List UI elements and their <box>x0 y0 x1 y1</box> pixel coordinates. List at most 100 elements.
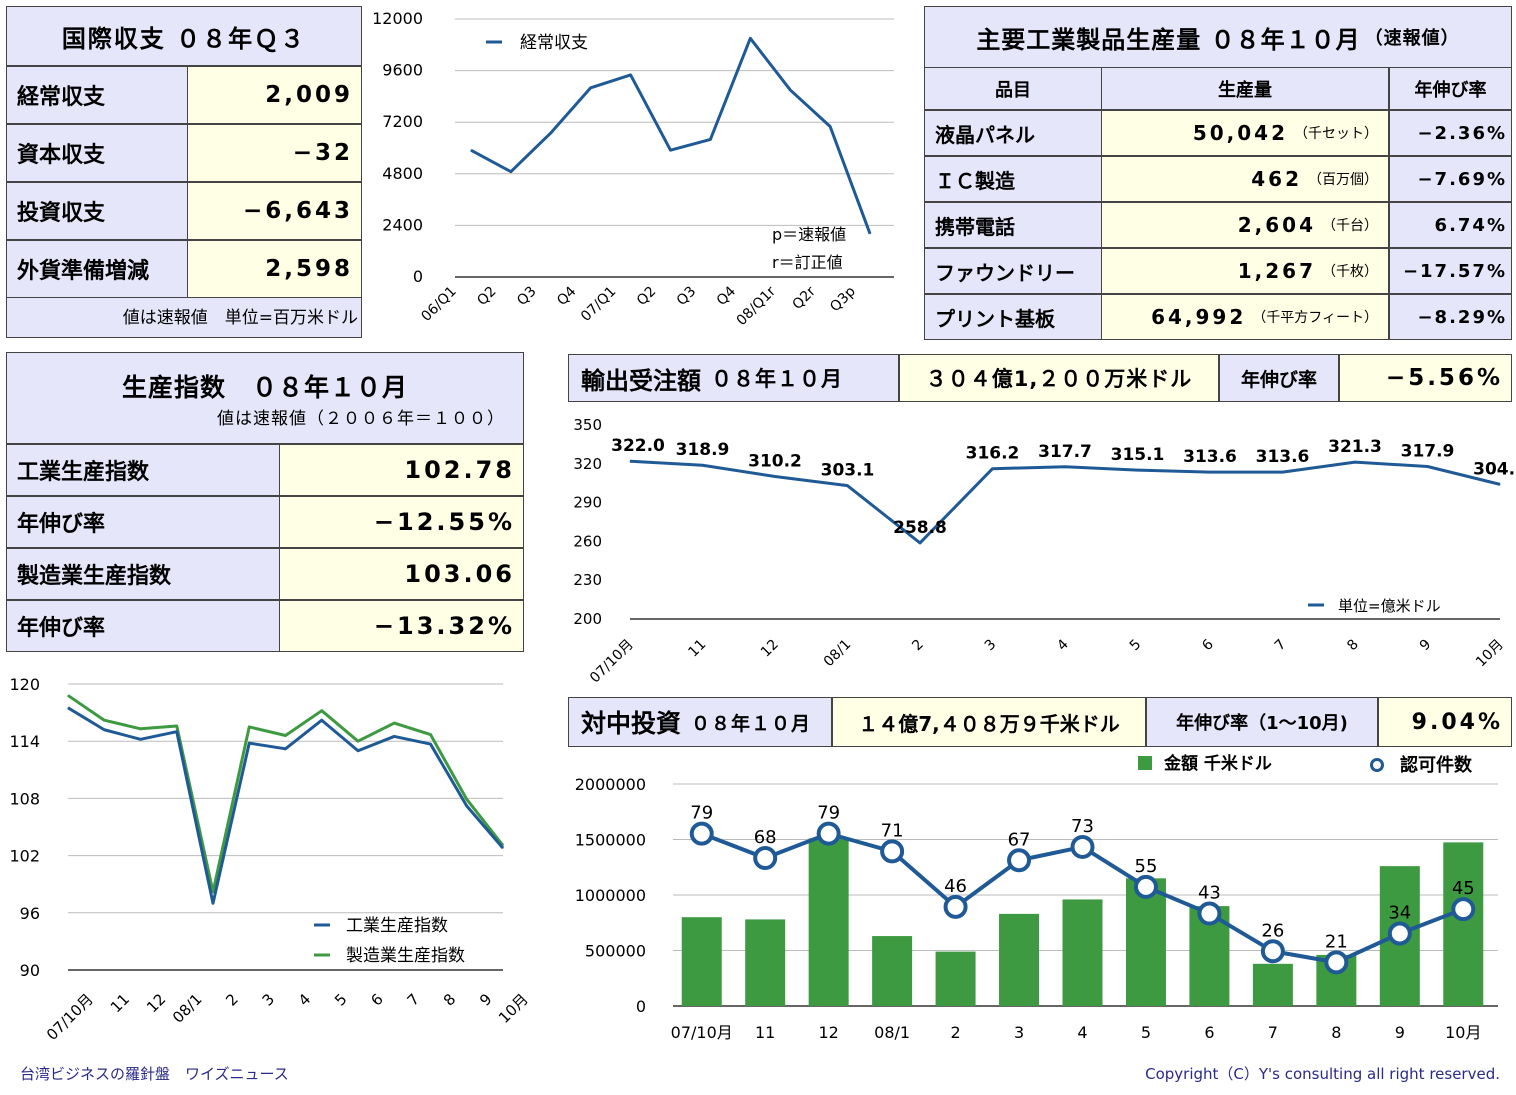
products-header-cell: 品目 <box>924 67 1102 110</box>
bop-row-value: 2,598 <box>187 240 362 298</box>
ex-x-tick: 11 <box>685 637 709 661</box>
ca-x-tick: Q2r <box>789 283 819 313</box>
invest-growth: 9.04% <box>1378 697 1512 747</box>
ex-data-label: 318.9 <box>676 440 730 460</box>
footer-right: Copyright（C）Y's consulting all right res… <box>1145 1065 1500 1083</box>
ca-legend-label: 経常収支 <box>520 33 588 53</box>
ca-x-tick: Q2 <box>634 284 659 309</box>
products-row-amount-value: 64,992 <box>1151 305 1247 329</box>
ex-x-tick: 7 <box>1272 637 1290 655</box>
pi-legend-label: 製造業生産指数 <box>346 946 465 966</box>
pi-point <box>357 740 359 742</box>
ex-data-label: 315.1 <box>1111 445 1165 465</box>
ci-count-label: 34 <box>1388 903 1411 924</box>
ca-point <box>550 132 552 134</box>
products-row-growth: −8.29% <box>1389 294 1512 340</box>
ci-count-point <box>753 846 778 871</box>
ci-y-tick: 1000000 <box>575 886 646 905</box>
ex-data-label: 313.6 <box>1256 447 1310 467</box>
ca-series-line <box>470 36 872 235</box>
pi-point <box>285 748 286 750</box>
pi-point <box>176 731 178 733</box>
bop-row-value: −32 <box>187 124 362 182</box>
pi-point <box>321 719 323 721</box>
pi-y-tick: 120 <box>9 675 40 694</box>
pi-point <box>103 729 105 731</box>
ex-y-tick: 200 <box>573 610 602 628</box>
pi-x-tick: 4 <box>295 990 314 1009</box>
ci-count-point <box>1070 834 1095 859</box>
pi-x-tick: 08/1 <box>169 990 206 1027</box>
ci-y-tick: 500000 <box>585 942 646 961</box>
pi-point <box>466 798 468 800</box>
china-investment-chart: 0 500000 1000000 1500000 2000000 07/10月 11 12 08… <box>575 753 1498 1042</box>
ca-y-tick: 9600 <box>382 61 423 80</box>
products-row-unit: （千セット） <box>1294 126 1378 142</box>
pi-x-tick: 8 <box>440 990 459 1009</box>
bop-row-label: 経常収支 <box>6 66 188 124</box>
ca-x-tick: Q3p <box>827 283 859 315</box>
ex-y-tick: 230 <box>573 571 602 589</box>
products-row-item: ファウンドリー <box>924 248 1102 294</box>
bop-title-text: 国際収支 ０８年Ｑ３ <box>61 24 307 53</box>
ex-x-tick: 12 <box>758 637 782 661</box>
pi-x-tick: 9 <box>476 990 495 1009</box>
ex-legend-label: 単位=億米ドル <box>1338 597 1441 615</box>
pi-point <box>357 750 359 752</box>
ca-point <box>789 89 791 91</box>
products-row-unit: （百万個） <box>1308 172 1378 188</box>
pi-point <box>393 735 395 737</box>
export-title-box: 輸出受注額 ０８年１０月 <box>568 354 899 402</box>
export-growth-label-text: 年伸び率 <box>1240 368 1317 391</box>
ca-x-tick: Q3 <box>674 284 699 309</box>
invest-growth-text: 9.04% <box>1411 709 1503 735</box>
pi-point <box>67 707 69 709</box>
export-title: 輸出受注額 <box>581 366 701 395</box>
ex-x-tick: 9 <box>1417 637 1435 655</box>
ci-count-point <box>943 894 968 919</box>
pi-point <box>430 743 431 745</box>
ci-count-label: 67 <box>1008 829 1031 850</box>
ex-point <box>1427 466 1428 468</box>
ex-point <box>919 542 921 544</box>
ex-data-label: 304.1 <box>1473 459 1516 479</box>
ca-x-tick: Q2 <box>474 284 499 309</box>
production-title: 生産指数 ０８年１０月 <box>121 372 408 402</box>
products-row-growth: −2.36% <box>1389 110 1512 156</box>
export-amount: ３０４億1,２００万米ドル <box>899 354 1219 402</box>
ci-count-point <box>1260 939 1285 964</box>
products-title-suffix: （速報値） <box>1364 28 1460 49</box>
production-row-value: 103.06 <box>279 548 524 600</box>
pi-x-tick: 10月 <box>495 990 532 1027</box>
ex-x-tick: 08/1 <box>821 637 855 671</box>
ci-x-tick: 4 <box>1077 1023 1087 1042</box>
ex-point <box>1064 466 1066 468</box>
bop-row-label: 外貨準備増減 <box>6 240 188 298</box>
ci-count-label: 55 <box>1135 856 1158 877</box>
pi-y-tick: 108 <box>9 789 40 808</box>
ex-point <box>1354 461 1356 463</box>
production-subtitle: 値は速報値（２００６年＝１００） <box>217 408 505 429</box>
export-growth: −5.56% <box>1339 354 1512 402</box>
ci-count-point <box>1197 901 1222 926</box>
ex-data-label: 317.9 <box>1401 442 1455 462</box>
ci-x-tick: 08/1 <box>874 1023 910 1042</box>
pi-x-tick: 6 <box>367 990 386 1009</box>
pi-x-tick: 12 <box>143 990 169 1016</box>
ex-y-tick: 260 <box>573 532 602 550</box>
ca-x-tick: Q4 <box>714 283 739 308</box>
ci-count-label: 21 <box>1325 931 1348 952</box>
ex-data-label: 316.2 <box>966 444 1020 464</box>
pi-point <box>285 734 286 736</box>
products-row-unit: （千平方フィート） <box>1252 310 1378 326</box>
pi-point <box>430 734 431 736</box>
ca-y-tick: 4800 <box>382 164 423 183</box>
ci-bar <box>745 919 786 1006</box>
ca-x-tick: 07/Q1 <box>578 284 619 325</box>
export-orders-chart: 200 230 260 290 320 350 07/10月 11 12 08/1 2 3 4 5 6 7 8 9… <box>573 416 1516 686</box>
export-period: ０８年１０月 <box>711 367 843 391</box>
products-row-item: プリント基板 <box>924 294 1102 340</box>
ex-point <box>1137 469 1138 471</box>
ci-x-tick: 11 <box>755 1023 775 1042</box>
products-row-amount: 2,604 （千台） <box>1101 202 1389 248</box>
